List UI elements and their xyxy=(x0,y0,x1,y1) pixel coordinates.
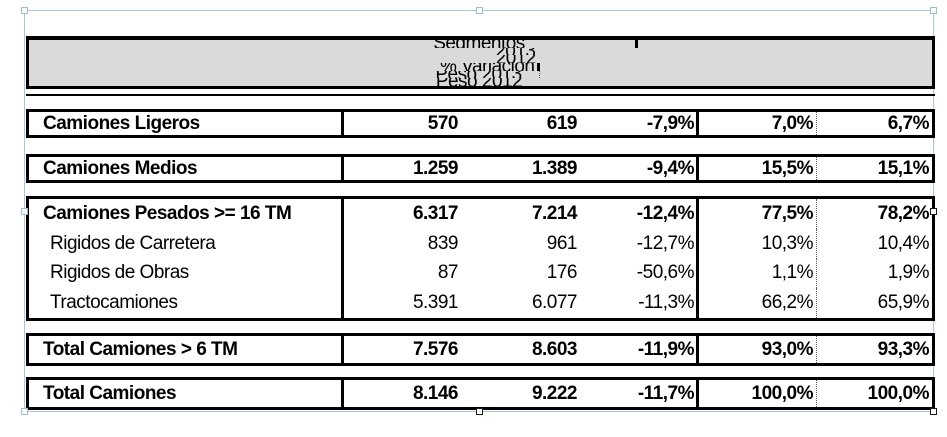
cell-2013: 8.146 xyxy=(412,382,459,404)
cell-2013: 87 xyxy=(437,262,459,284)
cell-2013: 1.259 xyxy=(412,157,459,179)
cell-variacion: -9,4% xyxy=(581,157,699,180)
resize-handle-bottom-right[interactable] xyxy=(930,408,937,415)
cell-peso-2013: 15,5% xyxy=(699,157,817,180)
cell-variacion: -11,9% xyxy=(581,336,699,363)
cell-2012: 619 xyxy=(546,112,578,134)
cell-peso-2013: 1,1% xyxy=(699,258,817,289)
cell-2012: 1.389 xyxy=(531,157,578,179)
cell-segmento: Tractocamiones xyxy=(29,288,344,318)
resize-handle-left-middle[interactable] xyxy=(21,208,28,215)
resize-handle-bottom-middle[interactable] xyxy=(476,408,483,415)
header-2012: 2012 xyxy=(421,55,540,63)
header-2013: 2013 xyxy=(422,48,540,56)
cell-segmento: Camiones Medios xyxy=(29,157,344,180)
row-group-total-camiones-6tm: Total Camiones > 6 TM 7.576 8.603 -11,9%… xyxy=(26,333,935,366)
row-group-camiones-ligeros: Camiones Ligeros 570 619 -7,9% 7,0% 6,7% xyxy=(26,109,935,138)
resize-handle-top-right[interactable] xyxy=(930,7,937,14)
cell-segmento: Rigidos de Carretera xyxy=(29,228,344,259)
cell-2013: 7.576 xyxy=(412,338,459,360)
cell-variacion: -11,3% xyxy=(581,288,699,318)
resize-handle-top-left[interactable] xyxy=(21,7,28,14)
cell-peso-2012: 1,9% xyxy=(887,262,930,284)
cell-segmento: Total Camiones > 6 TM xyxy=(29,336,344,363)
header-variacion: % Variación xyxy=(422,63,540,71)
segment-table[interactable]: Segmentos 2013 2012 % Variación Peso 201… xyxy=(26,36,935,410)
cell-peso-2013: 7,0% xyxy=(699,112,817,135)
resize-handle-right-middle[interactable] xyxy=(930,208,937,215)
cell-segmento: Camiones Ligeros xyxy=(29,112,344,135)
cell-peso-2013: 77,5% xyxy=(699,199,817,229)
cell-peso-2012: 93,3% xyxy=(877,338,930,360)
cell-peso-2013: 66,2% xyxy=(699,288,817,318)
cell-2013: 6.317 xyxy=(412,202,459,224)
cell-peso-2012: 100,0% xyxy=(867,382,930,404)
table-row: Camiones Ligeros 570 619 -7,9% 7,0% 6,7% xyxy=(29,112,932,135)
cell-peso-2012: 15,1% xyxy=(877,157,930,179)
row-group-camiones-medios: Camiones Medios 1.259 1.389 -9,4% 15,5% … xyxy=(26,154,935,183)
table-header-row: Segmentos 2013 2012 % Variación Peso 201… xyxy=(26,36,935,89)
cell-2012: 7.214 xyxy=(531,202,578,224)
table-row: Tractocamiones 5.391 6.077 -11,3% 66,2% … xyxy=(29,288,932,318)
header-peso-2013: Peso 2013 xyxy=(422,70,540,79)
header-peso-2012: Peso 2012 xyxy=(423,78,538,86)
table-row: Camiones Pesados >= 16 TM 6.317 7.214 -1… xyxy=(29,199,932,229)
cell-2013: 839 xyxy=(427,232,459,254)
cell-2013: 5.391 xyxy=(412,292,459,314)
cell-peso-2013: 93,0% xyxy=(699,336,817,363)
table-row: Total Camiones > 6 TM 7.576 8.603 -11,9%… xyxy=(29,336,932,363)
cell-2012: 961 xyxy=(546,232,578,254)
cell-variacion: -12,4% xyxy=(581,199,699,229)
cell-2012: 6.077 xyxy=(531,292,578,314)
cell-2012: 9.222 xyxy=(531,382,578,404)
cell-peso-2013: 10,3% xyxy=(699,228,817,259)
cell-peso-2012: 65,9% xyxy=(877,292,930,314)
header-underline-rule xyxy=(26,94,935,96)
cell-2012: 8.603 xyxy=(531,338,578,360)
cell-peso-2013: 100,0% xyxy=(699,380,817,407)
table-row: Total Camiones 8.146 9.222 -11,7% 100,0%… xyxy=(29,380,932,407)
cell-peso-2012: 78,2% xyxy=(877,202,930,224)
cell-variacion: -7,9% xyxy=(581,112,699,135)
resize-handle-top-middle[interactable] xyxy=(476,7,483,14)
row-group-camiones-pesados: Camiones Pesados >= 16 TM 6.317 7.214 -1… xyxy=(26,196,935,321)
cell-peso-2012: 10,4% xyxy=(877,232,930,254)
table-row: Rigidos de Obras 87 176 -50,6% 1,1% 1,9% xyxy=(29,258,932,289)
header-segmentos: Segmentos xyxy=(323,40,638,48)
cell-segmento: Total Camiones xyxy=(29,380,344,407)
cell-variacion: -12,7% xyxy=(581,228,699,259)
cell-2012: 176 xyxy=(546,262,578,284)
cell-2013: 570 xyxy=(427,112,459,134)
cell-variacion: -50,6% xyxy=(581,258,699,289)
resize-handle-bottom-left[interactable] xyxy=(21,408,28,415)
cell-segmento: Camiones Pesados >= 16 TM xyxy=(29,199,344,229)
cell-variacion: -11,7% xyxy=(581,380,699,407)
table-row: Camiones Medios 1.259 1.389 -9,4% 15,5% … xyxy=(29,157,932,180)
cell-peso-2012: 6,7% xyxy=(887,112,930,134)
table-row: Rigidos de Carretera 839 961 -12,7% 10,3… xyxy=(29,228,932,259)
row-group-total-camiones: Total Camiones 8.146 9.222 -11,7% 100,0%… xyxy=(26,377,935,410)
cell-segmento: Rigidos de Obras xyxy=(29,258,344,289)
